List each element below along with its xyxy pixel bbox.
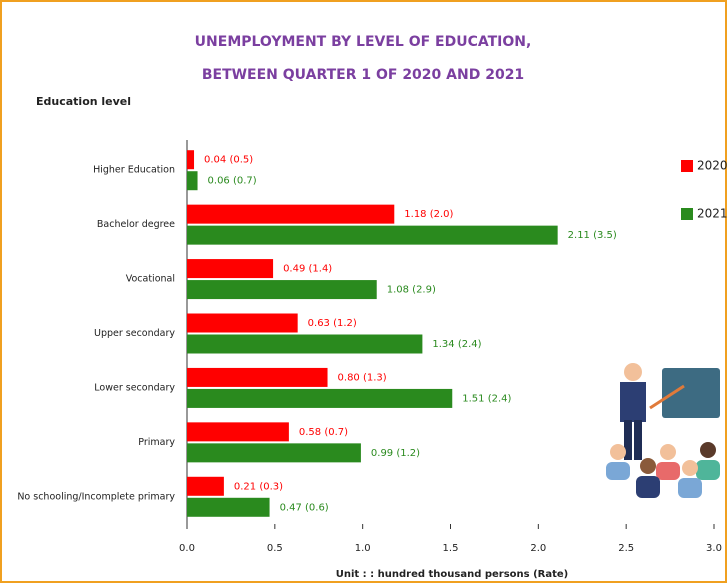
student-head — [640, 458, 656, 474]
teacher-body — [620, 382, 646, 422]
x-tick-label: 2.0 — [530, 543, 546, 554]
y-tick-label: Lower secondary — [94, 382, 175, 393]
student-body — [636, 476, 660, 498]
x-tick-label: 0.0 — [179, 543, 195, 554]
value-label: 0.49 (1.4) — [283, 264, 332, 275]
teacher-head — [624, 363, 642, 381]
bar — [187, 280, 377, 299]
bar — [187, 477, 224, 496]
x-tick-label: 2.5 — [618, 543, 634, 554]
value-label: 0.99 (1.2) — [371, 448, 420, 459]
bar — [187, 150, 194, 169]
student-head — [660, 444, 676, 460]
y-tick-label: Primary — [138, 437, 175, 448]
page: {"chart_data": {"type": "hbar", "title":… — [0, 0, 727, 583]
legend-swatch — [681, 208, 693, 220]
bar — [187, 335, 422, 354]
bar — [187, 314, 298, 333]
y-tick-label: Higher Education — [93, 165, 175, 176]
bar — [187, 443, 361, 462]
bar — [187, 259, 273, 278]
chart-subtitle: BETWEEN QUARTER 1 OF 2020 AND 2021 — [202, 67, 524, 83]
value-label: 0.04 (0.5) — [204, 155, 253, 166]
bar — [187, 389, 452, 408]
legend-swatch — [681, 160, 693, 172]
x-tick-label: 1.0 — [355, 543, 371, 554]
value-label: 1.34 (2.4) — [432, 339, 481, 350]
value-label: 1.08 (2.9) — [387, 285, 436, 296]
student-body — [678, 478, 702, 498]
value-label: 2.11 (3.5) — [568, 230, 617, 241]
bar — [187, 226, 558, 245]
chart: UNEMPLOYMENT BY LEVEL OF EDUCATION, BETW… — [0, 0, 727, 583]
x-tick-label: 0.5 — [267, 543, 283, 554]
value-label: 0.80 (1.3) — [338, 372, 387, 383]
x-tick-label: 3.0 — [706, 543, 722, 554]
y-tick-label: Bachelor degree — [97, 219, 175, 230]
teacher-leg — [634, 420, 642, 460]
value-label: 1.18 (2.0) — [404, 209, 453, 220]
bar — [187, 368, 328, 387]
bar — [187, 205, 394, 224]
chart-title: UNEMPLOYMENT BY LEVEL OF EDUCATION, — [195, 34, 532, 50]
student-body — [606, 462, 630, 480]
student-head — [610, 444, 626, 460]
value-label: 0.58 (0.7) — [299, 427, 348, 438]
legend-label: 2020 — [697, 159, 727, 173]
student-body — [696, 460, 720, 480]
y-tick-label: Upper secondary — [94, 328, 175, 339]
x-axis-label: Unit : : hundred thousand persons (Rate) — [336, 569, 569, 580]
y-axis-label: Education level — [36, 95, 131, 108]
value-label: 1.51 (2.4) — [462, 393, 511, 404]
x-tick-label: 1.5 — [443, 543, 459, 554]
student-body — [656, 462, 680, 480]
value-label: 0.63 (1.2) — [308, 318, 357, 329]
bar — [187, 498, 270, 517]
bar — [187, 171, 198, 190]
value-label: 0.47 (0.6) — [280, 502, 329, 513]
teacher-illustration — [606, 363, 720, 498]
student-head — [700, 442, 716, 458]
y-tick-label: Vocational — [126, 274, 175, 285]
value-label: 0.21 (0.3) — [234, 481, 283, 492]
student-head — [682, 460, 698, 476]
bar — [187, 422, 289, 441]
value-label: 0.06 (0.7) — [208, 176, 257, 187]
legend-label: 2021 — [697, 207, 727, 221]
y-tick-label: No schooling/Incomplete primary — [17, 491, 175, 502]
